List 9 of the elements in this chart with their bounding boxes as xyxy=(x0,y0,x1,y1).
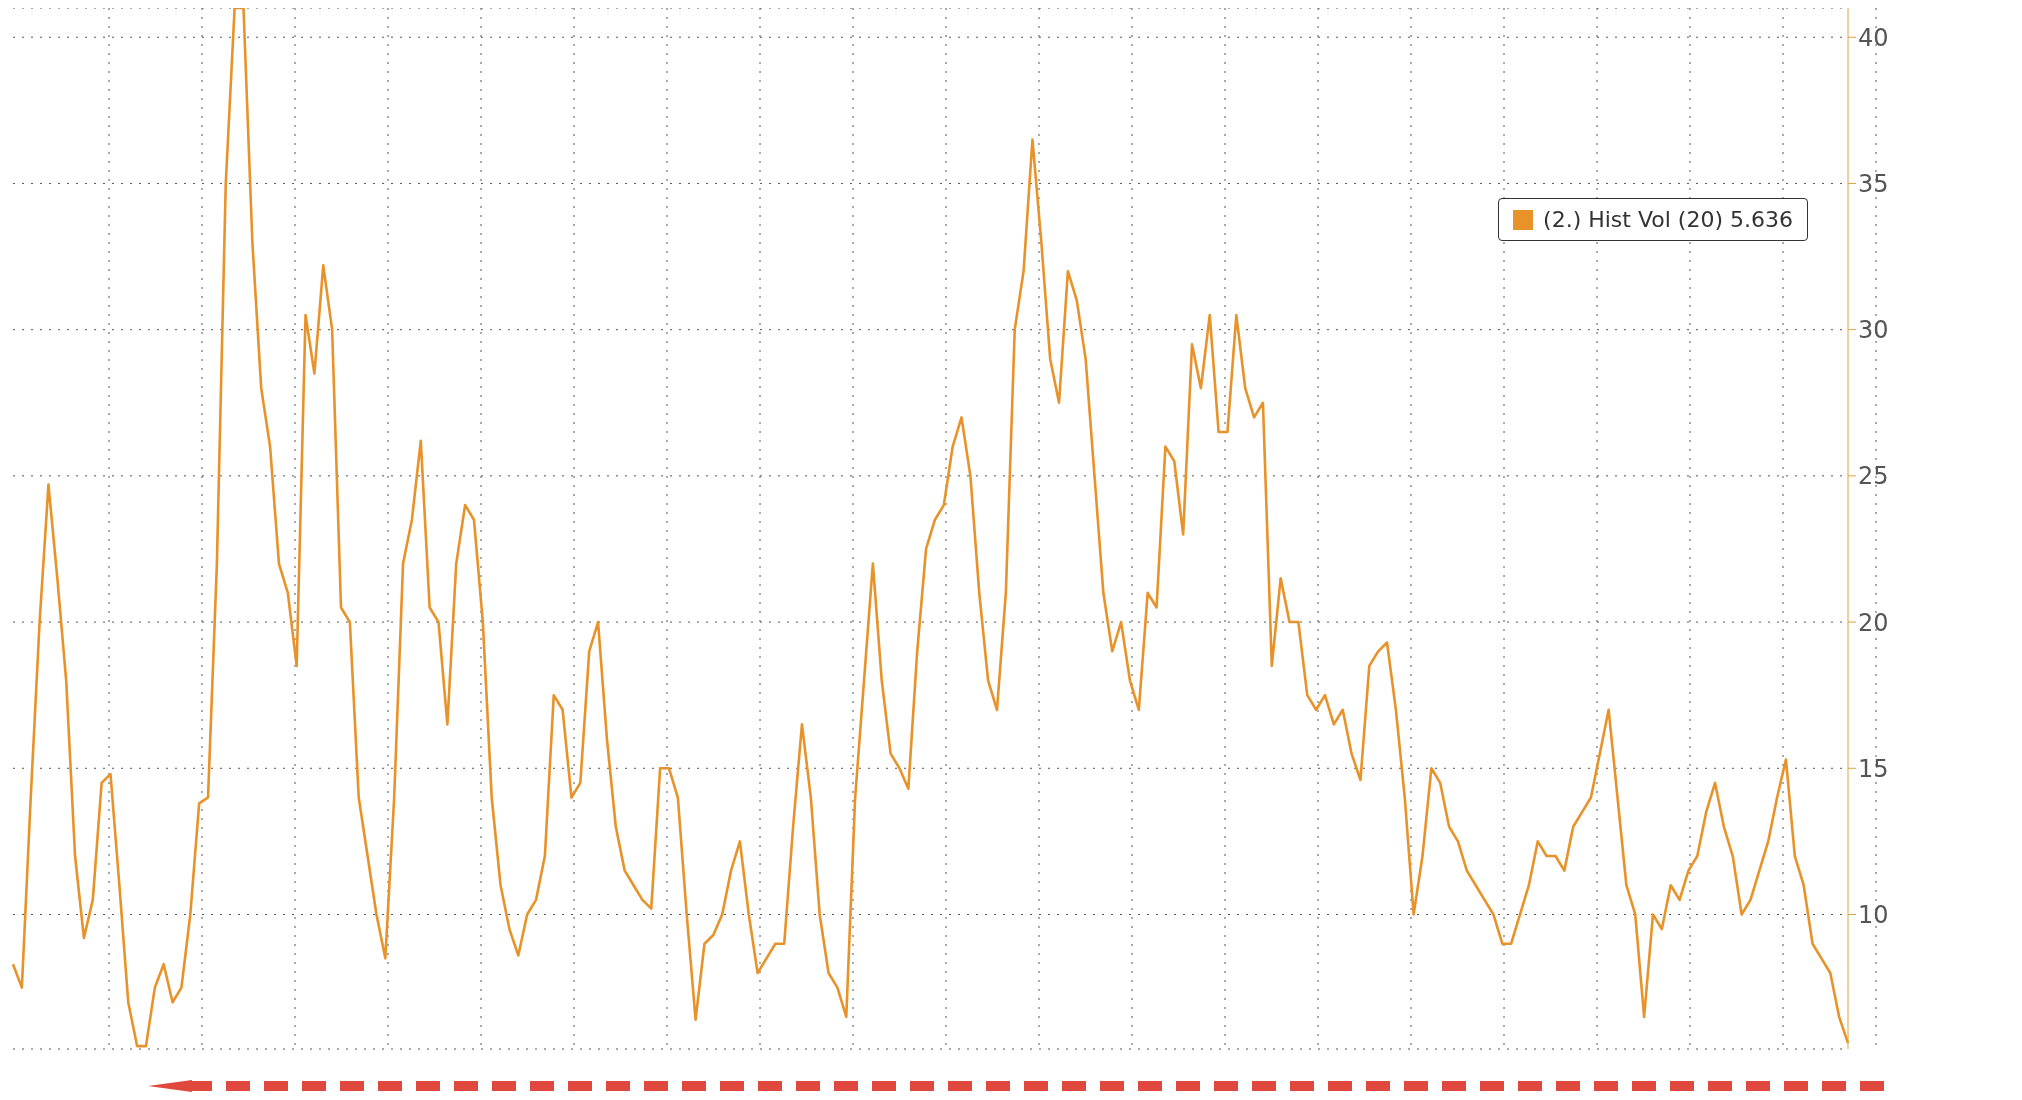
line-series xyxy=(11,8,1850,1048)
y-tick-label: 15 xyxy=(1858,754,1889,783)
y-tick-label: 20 xyxy=(1858,608,1889,637)
y-tick-label: 35 xyxy=(1858,169,1889,198)
y-tick-label: 25 xyxy=(1858,462,1889,491)
y-tick-label: 10 xyxy=(1858,901,1889,930)
y-tick-label: 40 xyxy=(1858,23,1889,52)
legend-label: (2.) Hist Vol (20) 5.636 xyxy=(1543,207,1793,232)
y-tick-label: 30 xyxy=(1858,316,1889,345)
